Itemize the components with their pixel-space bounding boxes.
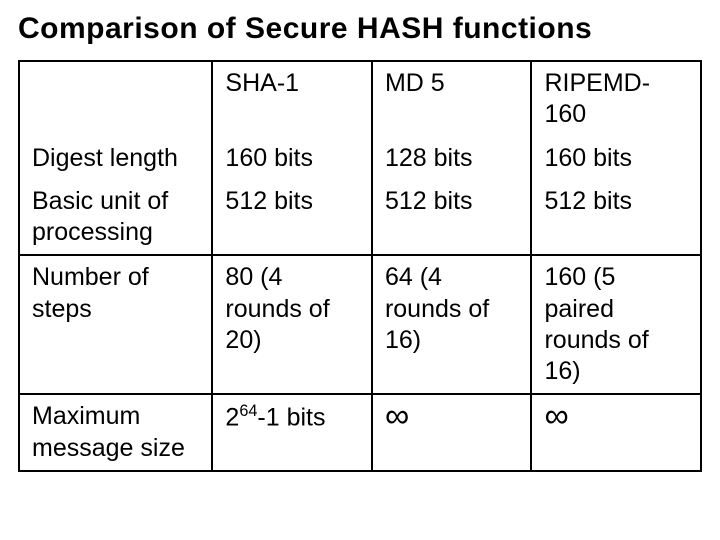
table-row: Number of steps 80 (4 rounds of 20) 64 (… (20, 254, 700, 393)
table-header-row: SHA-1 MD 5 RIPEMD-160 (20, 62, 700, 137)
cell: 160 bits (532, 137, 700, 180)
header-md5: MD 5 (373, 62, 533, 137)
cell: 512 bits (213, 180, 373, 255)
cell: 128 bits (373, 137, 533, 180)
cell: 512 bits (373, 180, 533, 255)
cell: 160 bits (213, 137, 373, 180)
cell: 160 (5 paired rounds of 16) (532, 256, 700, 393)
cell: 512 bits (532, 180, 700, 255)
cell-infinity-icon: ∞ (373, 395, 533, 470)
exp-base: 2 (225, 404, 239, 432)
cell: 64 (4 rounds of 16) (373, 256, 533, 393)
row-label-digest-length: Digest length (20, 137, 213, 180)
cell: 80 (4 rounds of 20) (213, 256, 373, 393)
hash-comparison-table: SHA-1 MD 5 RIPEMD-160 Digest length 160 … (18, 60, 702, 472)
exp-suffix: -1 bits (257, 404, 325, 432)
cell-infinity-icon: ∞ (532, 395, 700, 470)
header-blank (20, 62, 213, 137)
exp-power: 64 (239, 402, 257, 420)
page-title: Comparison of Secure HASH functions (18, 12, 702, 46)
table-row: Basic unit of processing 512 bits 512 bi… (20, 180, 700, 255)
row-label-basic-unit: Basic unit of processing (20, 180, 213, 255)
table-row: Digest length 160 bits 128 bits 160 bits (20, 137, 700, 180)
cell-max-sha1: 264-1 bits (213, 395, 373, 470)
header-ripemd160: RIPEMD-160 (532, 62, 700, 137)
table-row: Maximum message size 264-1 bits ∞ ∞ (20, 393, 700, 470)
row-label-num-steps: Number of steps (20, 256, 213, 393)
row-label-max-msg-size: Maximum message size (20, 395, 213, 470)
header-sha1: SHA-1 (213, 62, 373, 137)
